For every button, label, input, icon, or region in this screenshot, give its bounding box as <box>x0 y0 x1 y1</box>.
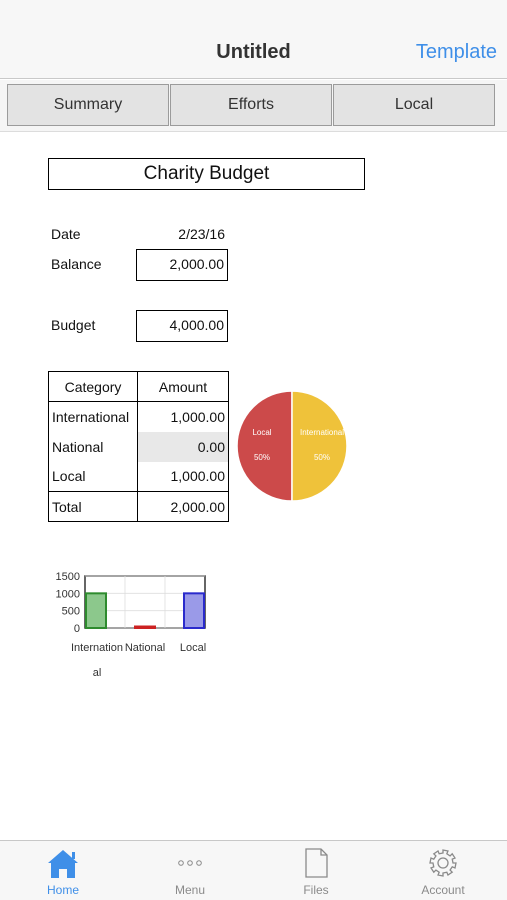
budget-label: Budget <box>51 317 96 333</box>
table-cell-category[interactable]: Local <box>48 461 138 492</box>
table-cell-category[interactable]: International <box>48 401 138 432</box>
y-tick-label: 1500 <box>56 571 80 583</box>
file-icon <box>305 848 328 878</box>
x-tick-label: National <box>125 642 165 654</box>
pie-chart: Local 50% International 50% <box>236 390 348 502</box>
tab-files-label: Files <box>303 883 329 897</box>
table-cell-amount[interactable]: 0.00 <box>137 431 229 462</box>
home-icon <box>48 850 78 878</box>
bar <box>183 592 205 630</box>
pie-slice-percent: 50% <box>314 453 330 462</box>
table-header-category: Category <box>48 371 138 402</box>
tab-files[interactable]: Files <box>253 841 379 900</box>
bar <box>134 625 156 629</box>
date-value-cell[interactable]: 2/23/16 <box>178 226 225 242</box>
sheet-title-cell[interactable]: Charity Budget <box>48 158 365 190</box>
table-header-row: Category Amount <box>48 371 229 402</box>
date-label: Date <box>51 226 81 242</box>
tab-home[interactable]: Home <box>0 841 126 900</box>
navigation-bar: Untitled Template <box>0 0 507 79</box>
bar <box>85 592 107 630</box>
category-table: Category Amount International 1,000.00 N… <box>48 371 229 522</box>
budget-value-cell[interactable]: 4,000.00 <box>136 310 228 342</box>
balance-value-cell[interactable]: 2,000.00 <box>136 249 228 281</box>
table-cell-category[interactable]: National <box>48 431 138 462</box>
table-row: International 1,000.00 <box>48 401 229 432</box>
table-row: Local 1,000.00 <box>48 461 229 492</box>
pie-slice-percent: 50% <box>254 453 270 462</box>
tab-menu-label: Menu <box>174 883 206 897</box>
tab-account-label: Account <box>421 883 465 897</box>
table-cell-amount[interactable]: 1,000.00 <box>137 461 229 492</box>
tab-summary[interactable]: Summary <box>7 84 169 126</box>
table-cell-total-value[interactable]: 2,000.00 <box>137 491 229 522</box>
pie-slice-label: Local <box>252 428 271 437</box>
tab-account[interactable]: Account <box>380 841 506 900</box>
more-dots-icon <box>178 860 202 866</box>
bottom-tab-bar: Home Menu Files Account <box>0 840 507 900</box>
y-tick-label: 500 <box>62 606 80 618</box>
x-tick-label: Local <box>180 642 206 654</box>
page-title: Untitled <box>216 41 291 63</box>
tab-menu[interactable]: Menu <box>127 841 253 900</box>
x-tick-label: Internation al <box>71 642 123 679</box>
tab-local[interactable]: Local <box>333 84 495 126</box>
pie-slice <box>236 390 293 502</box>
y-tick-label: 1000 <box>56 588 80 600</box>
table-total-row: Total 2,000.00 <box>48 491 229 522</box>
table-cell-amount[interactable]: 1,000.00 <box>137 401 229 432</box>
tab-efforts[interactable]: Efforts <box>170 84 332 126</box>
pie-slice <box>291 390 348 502</box>
table-cell-total-label[interactable]: Total <box>48 491 138 522</box>
table-row: National 0.00 <box>48 431 229 462</box>
sheet-tabs: Summary Efforts Local <box>0 80 507 132</box>
template-button[interactable]: Template <box>415 41 497 63</box>
balance-label: Balance <box>51 256 102 272</box>
pie-slice-label: International <box>300 428 344 437</box>
tab-home-label: Home <box>46 883 79 897</box>
table-header-amount: Amount <box>137 371 229 402</box>
gear-icon <box>429 849 457 877</box>
y-tick-label: 0 <box>74 623 80 635</box>
sheet-content: Charity Budget Date 2/23/16 Balance 2,00… <box>0 133 507 840</box>
